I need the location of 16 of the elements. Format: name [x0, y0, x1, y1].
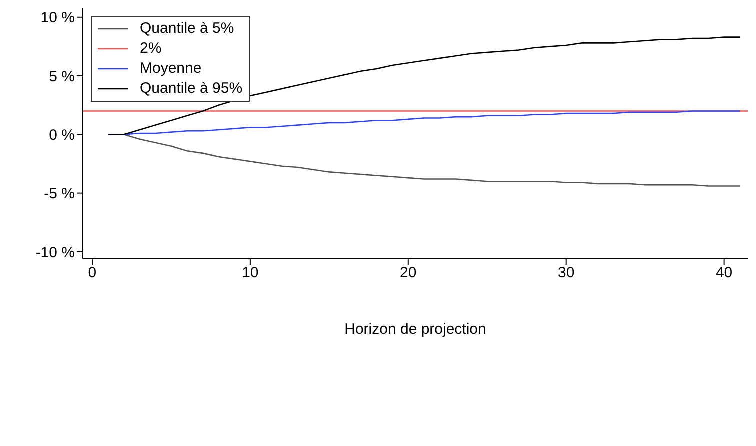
- x-tick-label: 10: [242, 264, 259, 282]
- y-tick-label: 5 %: [49, 68, 75, 86]
- x-tick-label: 40: [716, 264, 733, 282]
- y-tick-label: 10 %: [40, 10, 75, 27]
- y-tick-label: 0 %: [49, 127, 75, 144]
- x-tick-label: 30: [558, 264, 575, 282]
- legend-label: 2%: [140, 39, 162, 59]
- x-tick-label: 0: [88, 264, 97, 282]
- y-tick-label: -10 %: [36, 244, 75, 262]
- x-tick-label: 20: [400, 264, 417, 282]
- line-series: [108, 36, 741, 136]
- x-axis-title: Horizon de projection: [344, 321, 486, 338]
- legend-label: Quantile à 95%: [140, 79, 243, 99]
- legend-label: Quantile à 5%: [140, 19, 234, 39]
- legend-label: Moyenne: [140, 59, 202, 79]
- y-tick-label: -5 %: [44, 186, 75, 203]
